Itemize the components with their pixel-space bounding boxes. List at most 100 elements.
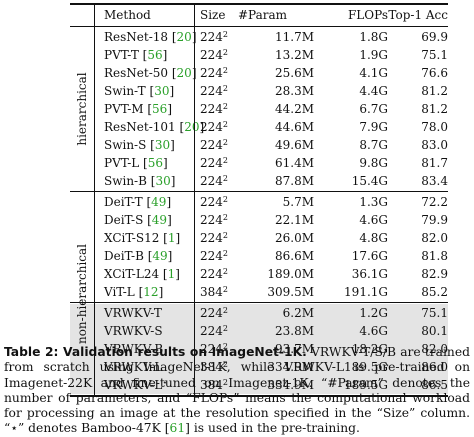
cell-method: PVT-M [56] [104,102,173,116]
table-row: ViT-L [12] 3842 309.5M 191.1G 85.2 [70,283,448,301]
table-row: PVT-M [56] 2242 44.2M 6.7G 81.2 [70,100,448,118]
size-value: 224 [200,306,223,320]
cell-acc: 82.9 [421,267,448,281]
group-label-non-hierarchical: non-hierarchical [75,243,89,344]
table-row: PVT-L [56] 2242 61.4M 9.8G 81.7 [70,154,448,172]
cell-acc: 83.0 [421,138,448,152]
method-citation: 20 [176,66,192,80]
header-rule [70,26,448,27]
cell-flops: 18.2G [351,342,388,356]
cell-method: DeiT-B [49] [104,249,173,263]
method-citation: 49 [151,213,168,227]
cell-acc: 81.2 [421,102,448,116]
cell-size: 2242 [200,82,228,100]
cell-flops: 9.8G [359,156,388,170]
cell-method: DeiT-T [49] [104,195,172,209]
method-citation: 56 [152,102,168,116]
table-row: ResNet-18 [20]2242 11.7M 1.8G 69.9 [70,28,448,46]
method-name: DeiT-S [104,213,144,227]
method-citation: 1 [167,267,176,281]
cell-flops: 1.8G [359,30,388,44]
size-value: 224 [200,30,223,44]
cell-size: 2242 [200,100,228,118]
cell-param: 334.9M [267,378,314,392]
table-row: XCiT-S12 [1] 2242 26.0M 4.8G 82.0 [70,229,448,247]
method-citation: 20 [176,30,192,44]
cell-param: 44.2M [274,102,314,116]
cell-param: 13.2M [274,48,314,62]
cell-size: 3842 [200,358,228,376]
cell-size: 2242 [200,64,228,82]
caption-citation: 61 [169,421,186,436]
table-row: Swin-S [30] 2242 49.6M 8.7G 83.0 [70,136,448,154]
size-value: 224 [200,249,223,263]
size-value: 224 [200,138,223,152]
method-name: VRWKV-B [104,342,164,356]
method-name: VRWKV-L [104,360,163,374]
cell-acc: 85.2 [421,285,448,299]
method-name: PVT-L [104,156,140,170]
table-row: Swin-B [30] 2242 87.8M 15.4G 83.4 [70,172,448,190]
header-param: #Param [238,8,288,22]
size-exponent: 2 [222,102,228,111]
cell-flops: 4.1G [359,66,388,80]
cell-method: VRWKV-L⋆ [104,376,167,394]
cell-size: 2242 [200,46,228,64]
method-name: VRWKV-T [104,306,162,320]
size-value: 224 [200,267,223,281]
method-star: ⋆ [162,378,168,387]
size-exponent: 2 [222,213,228,222]
size-exponent: 2 [222,84,228,93]
cell-acc: 81.7 [421,156,448,170]
cell-param: 22.1M [274,213,314,227]
cell-acc: 72.2 [421,195,448,209]
table-row: VRWKV-L 3842 334.9M 189.5G 86.0 [70,358,448,376]
cell-flops: 6.7G [359,102,388,116]
cell-flops: 8.7G [359,138,388,152]
cell-flops: 1.2G [359,306,388,320]
method-column-divider [194,3,195,395]
cell-size: 2242 [200,154,228,172]
method-name: PVT-T [104,48,139,62]
cell-method: XCiT-S12 [1] [104,231,181,245]
table-caption: Table 2: Validation results on ImageNet-… [4,345,470,437]
method-name: VRWKV-S [104,324,163,338]
caption-label: Table 2: Validation results on ImageNet-… [4,345,307,359]
cell-param: 334.9M [267,360,314,374]
cell-method: DeiT-S [49] [104,213,172,227]
group-column-divider [94,3,95,395]
table-row: PVT-T [56] 2242 13.2M 1.9G 75.1 [70,46,448,64]
cell-size: 2242 [200,136,228,154]
cell-flops: 4.4G [359,84,388,98]
method-citation: 30 [154,84,170,98]
cell-param: 44.6M [274,120,314,134]
method-name: DeiT-B [104,249,144,263]
cell-flops: 7.9G [359,120,388,134]
header-row: Method Size #Param FLOPs Top-1 Acc [70,6,448,24]
cell-flops: 189.5G [344,378,388,392]
cell-method: Swin-S [30] [104,138,175,152]
method-name: ResNet-18 [104,30,169,44]
cell-acc: 75.1 [421,48,448,62]
size-value: 224 [200,342,223,356]
cell-flops: 189.5G [344,360,388,374]
table-row: ResNet-101 [20] 2242 44.6M 7.9G 78.0 [70,118,448,136]
size-exponent: 2 [222,174,228,183]
cell-flops: 1.9G [359,48,388,62]
size-value: 224 [200,48,223,62]
cell-param: 61.4M [274,156,314,170]
cell-size: 2242 [200,247,228,265]
method-name: XCiT-L24 [104,267,160,281]
cell-flops: 15.4G [351,174,388,188]
cell-param: 25.6M [274,66,314,80]
cell-acc: 82.0 [421,231,448,245]
method-name: Swin-B [104,174,147,188]
size-exponent: 2 [222,267,228,276]
size-value: 384 [200,378,223,392]
size-exponent: 2 [222,66,228,75]
size-value: 224 [200,213,223,227]
cell-acc: 82.0 [421,342,448,356]
size-value: 224 [200,324,223,338]
table-row: DeiT-T [49] 2242 5.7M 1.3G 72.2 [70,193,448,211]
bottom-rule [70,395,448,397]
